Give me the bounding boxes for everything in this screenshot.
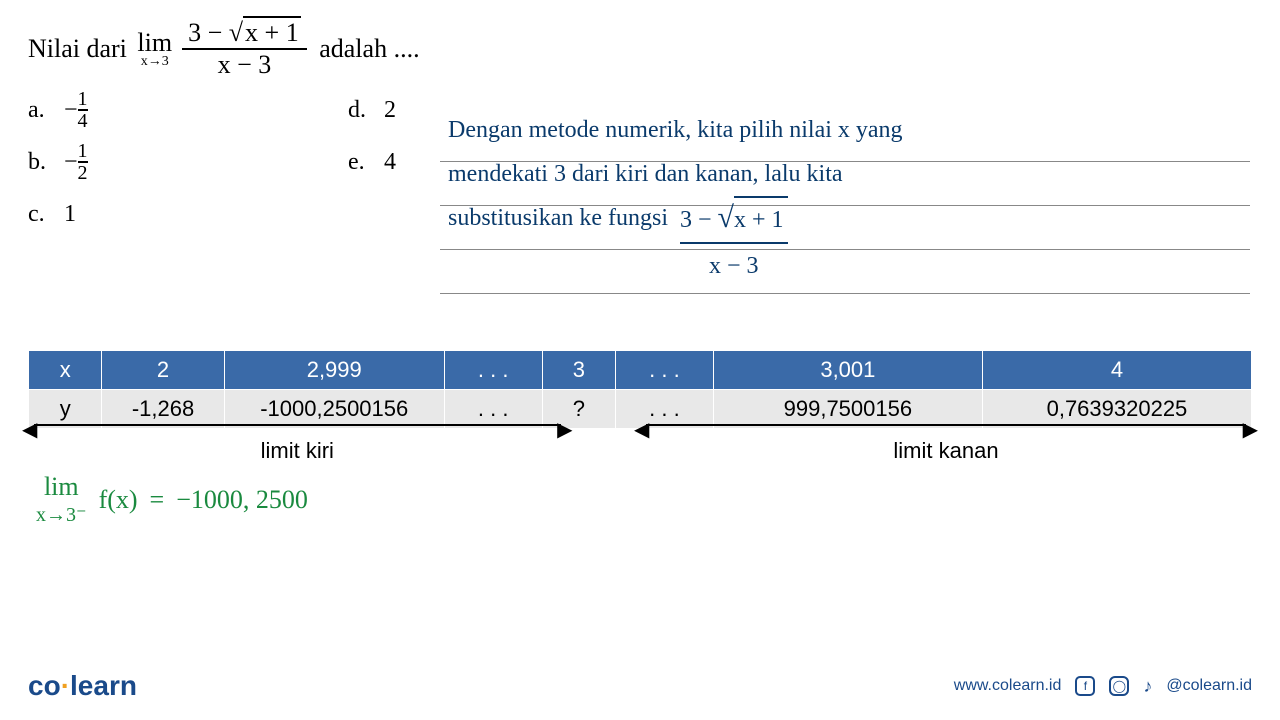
table-header-cell: . . . [616, 351, 714, 390]
suffix-text: adalah .... [319, 34, 419, 64]
hw-num-a: 3 − [680, 207, 712, 233]
green-fx: f(x) [99, 485, 138, 515]
green-handwriting: lim x→3⁻ f(x) = −1000, 2500 [36, 472, 308, 527]
green-lim: lim [44, 472, 79, 502]
logo: co·learn [28, 670, 137, 702]
numerator: 3 − √x + 1 [182, 18, 307, 48]
limit-notation: lim x→3 [137, 28, 172, 70]
fraction: 3 − √x + 1 x − 3 [182, 18, 307, 80]
footer-url: www.colearn.id [954, 677, 1062, 695]
option-e: e. 4 [348, 138, 396, 186]
table-header-cell: x [29, 351, 102, 390]
arrow-left: ◀ ▶ [28, 414, 567, 438]
facebook-icon: f [1075, 676, 1095, 696]
opt-d-val: 2 [384, 97, 396, 124]
table-header-cell: . . . [444, 351, 542, 390]
arrow-right: ◀ ▶ [640, 414, 1252, 438]
opt-a-den: 4 [78, 111, 88, 131]
logo-co: co [28, 670, 61, 701]
footer-right: www.colearn.id f ◯ ♪ @colearn.id [954, 676, 1252, 697]
arrow-labels: limit kiri limit kanan [28, 438, 1252, 464]
table-header-cell: 2 [102, 351, 224, 390]
instagram-icon: ◯ [1109, 676, 1129, 696]
limit-right-label: limit kanan [640, 438, 1252, 464]
opt-a-letter: a. [28, 97, 64, 124]
footer: co·learn www.colearn.id f ◯ ♪ @colearn.i… [28, 670, 1252, 702]
opt-b-den: 2 [78, 163, 88, 183]
table-header-cell: 3 [542, 351, 615, 390]
sqrt-symbol: √ [229, 18, 243, 47]
table-header-cell: 3,001 [713, 351, 982, 390]
opt-a-neg: − [64, 97, 78, 124]
hw-line1: Dengan metode numerik, kita pilih nilai … [448, 108, 1258, 152]
green-sub: x→3⁻ [36, 502, 87, 527]
option-c: c. 1 [28, 190, 348, 238]
logo-dot: · [61, 670, 70, 701]
num-left: 3 − [188, 18, 222, 47]
table-header-row: x22,999. . .3. . .3,0014 [29, 351, 1252, 390]
hw-rad: x + 1 [734, 196, 788, 242]
denominator: x − 3 [212, 50, 278, 80]
limit-left-label: limit kiri [28, 438, 567, 464]
opt-e-val: 4 [384, 149, 396, 176]
opt-b-neg: − [64, 149, 78, 176]
opt-d-letter: d. [348, 97, 384, 124]
sqrt: √x + 1 [229, 18, 301, 48]
opt-c-val: 1 [64, 201, 76, 228]
opt-c-letter: c. [28, 201, 64, 228]
arrows-row: ◀ ▶ ◀ ▶ [28, 414, 1252, 438]
hw-line2: mendekati 3 dari kiri dan kanan, lalu ki… [448, 152, 1258, 196]
prefix-text: Nilai dari [28, 34, 127, 64]
green-val: −1000, 2500 [176, 485, 308, 515]
tiktok-icon: ♪ [1143, 676, 1152, 697]
opt-b-letter: b. [28, 149, 64, 176]
opt-b-num: 1 [78, 141, 88, 161]
option-d: d. 2 [348, 86, 396, 134]
problem-statement: Nilai dari lim x→3 3 − √x + 1 x − 3 adal… [28, 18, 1252, 80]
lim-sub: x→3 [141, 54, 169, 70]
hw-line3a: substitusikan ke fungsi [448, 196, 668, 240]
green-eq: = [150, 485, 165, 515]
opt-e-letter: e. [348, 149, 384, 176]
logo-learn: learn [70, 670, 137, 701]
opt-a-num: 1 [78, 89, 88, 109]
opt-a-frac: 1 4 [78, 89, 88, 131]
option-b: b. − 1 2 [28, 138, 348, 186]
table-header-cell: 4 [982, 351, 1251, 390]
handwriting-block: Dengan metode numerik, kita pilih nilai … [448, 108, 1258, 288]
opt-b-frac: 1 2 [78, 141, 88, 183]
hw-num: 3 − √x + 1 [680, 196, 788, 242]
radicand: x + 1 [243, 16, 301, 47]
option-a: a. − 1 4 [28, 86, 348, 134]
footer-handle: @colearn.id [1166, 677, 1252, 695]
hw-formula: 3 − √x + 1 x − 3 [680, 196, 788, 288]
hw-sqrt-sym: √ [718, 201, 734, 234]
table-header-cell: 2,999 [224, 351, 444, 390]
hw-den: x − 3 [709, 244, 759, 288]
